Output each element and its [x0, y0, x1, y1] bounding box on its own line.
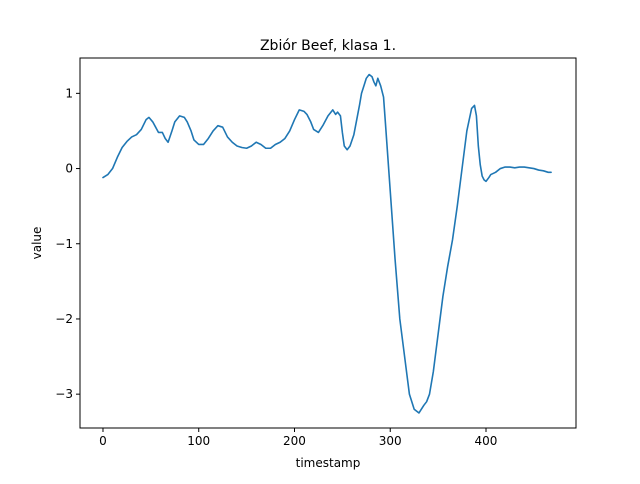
y-tick-label: −1	[55, 237, 73, 251]
y-axis-label: value	[30, 227, 44, 260]
y-tick-label: 0	[65, 162, 73, 176]
x-tick-label: 200	[283, 434, 306, 448]
y-tick-label: 1	[65, 86, 73, 100]
y-tick-label: −3	[55, 387, 73, 401]
y-tick-label: −2	[55, 312, 73, 326]
chart-title: Zbiór Beef, klasa 1.	[260, 38, 396, 54]
axes-frame	[79, 57, 577, 429]
x-tick-label: 100	[187, 434, 210, 448]
ticks-layer: 0 100 200 300 400 −3 −2 −1 0 1	[55, 86, 497, 448]
x-axis-label: timestamp	[296, 456, 361, 470]
x-tick-label: 0	[99, 434, 107, 448]
plot-layer	[102, 73, 552, 414]
x-tick-label: 400	[475, 434, 498, 448]
x-tick-label: 300	[379, 434, 402, 448]
series-line-0	[102, 73, 552, 414]
